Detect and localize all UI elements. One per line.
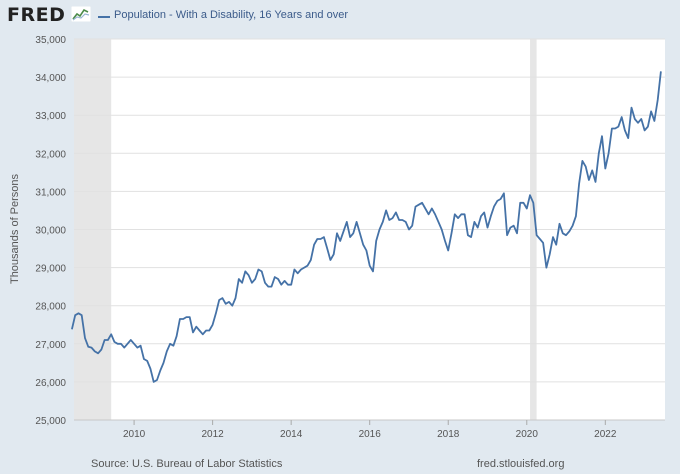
x-tick-label: 2018	[437, 429, 460, 440]
x-tick-label: 2014	[280, 429, 303, 440]
gridlines	[74, 38, 665, 421]
y-tick-label: 26,000	[35, 378, 66, 389]
legend-swatch	[98, 16, 110, 18]
series-line-1[interactable]	[71, 71, 662, 383]
x-axis-ticks: 2010 2012 2014 2016 2018 2020 2022	[123, 420, 617, 440]
chart-header: FRED Population - With a Disability, 16 …	[0, 0, 680, 34]
line-chart-icon	[71, 6, 91, 22]
y-tick-label: 30,000	[35, 226, 66, 237]
x-tick-label: 2010	[123, 429, 146, 440]
y-tick-label: 34,000	[35, 73, 66, 84]
y-axis-ticks: 25,000 26,000 27,000 28,000 29,000 30,000 31,0…	[35, 35, 66, 427]
y-tick-label: 28,000	[35, 302, 66, 313]
y-tick-label: 25,000	[35, 416, 66, 427]
x-tick-label: 2016	[359, 429, 382, 440]
series-layer	[71, 71, 662, 383]
y-tick-label: 29,000	[35, 264, 66, 275]
legend-label[interactable]: Population - With a Disability, 16 Years…	[114, 9, 348, 21]
x-tick-label: 2012	[201, 429, 224, 440]
y-tick-label: 32,000	[35, 149, 66, 160]
y-tick-label: 27,000	[35, 340, 66, 351]
y-axis-label: Thousands of Persons	[9, 173, 21, 284]
site-link[interactable]: fred.stlouisfed.org	[477, 458, 565, 470]
fred-logo[interactable]: FRED	[7, 4, 66, 26]
x-tick-label: 2020	[516, 429, 539, 440]
y-tick-label: 35,000	[35, 35, 66, 46]
source-note: Source: U.S. Bureau of Labor Statistics	[91, 458, 283, 470]
y-tick-label: 33,000	[35, 111, 66, 122]
x-tick-label: 2022	[594, 429, 617, 440]
y-tick-label: 31,000	[35, 187, 66, 198]
